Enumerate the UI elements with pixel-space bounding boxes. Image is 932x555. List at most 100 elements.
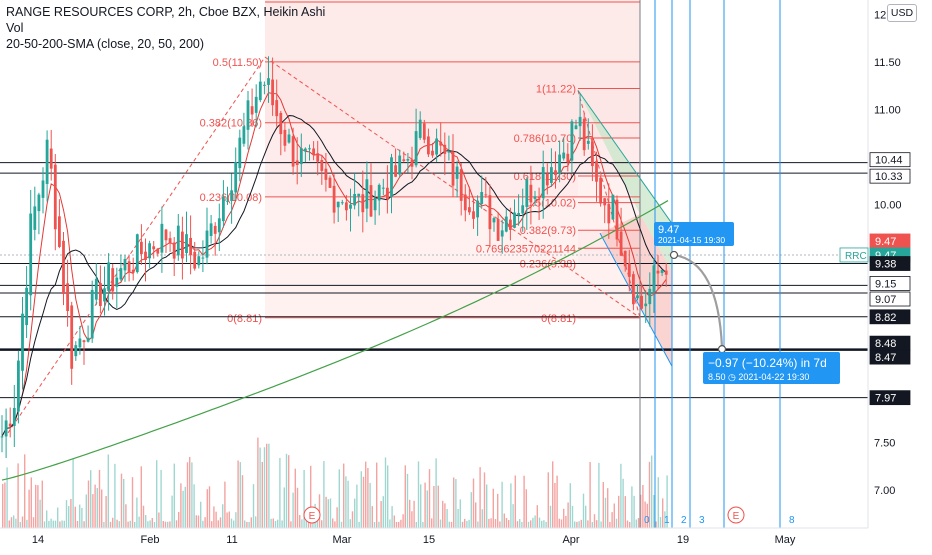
candle-body: [435, 138, 438, 155]
candle-body: [381, 187, 385, 189]
candle-body: [78, 338, 82, 348]
volume-bar: [450, 521, 453, 528]
volume-bar: [400, 519, 402, 528]
fib-right-label: 0.769623570221144: [476, 243, 576, 255]
candle-body: [443, 144, 447, 154]
volume-bar: [448, 521, 450, 528]
volume-bar: [272, 518, 274, 528]
volume-bar: [437, 485, 439, 528]
candle-body: [8, 423, 12, 427]
volume-bar: [567, 502, 569, 528]
currency-button[interactable]: USD: [887, 4, 917, 22]
candle-body: [123, 259, 127, 271]
forecast-change: −0.97 (−10.24%) in 7d: [708, 356, 827, 370]
x-tick-label: May: [775, 534, 796, 546]
earnings-marker[interactable]: [727, 506, 745, 524]
volume-bar: [116, 519, 118, 528]
volume-bar: [560, 519, 563, 528]
candle-body: [373, 197, 377, 211]
volume-bar: [171, 495, 173, 528]
volume-bar: [523, 475, 525, 528]
channel-bottom-line: [599, 232, 673, 367]
earnings-marker[interactable]: [303, 506, 321, 524]
volume-bar: [637, 518, 640, 528]
candle-body: [201, 257, 205, 259]
candle-body: [632, 274, 635, 305]
candle-body: [365, 179, 369, 209]
candle-body: [431, 150, 434, 156]
candle-body: [275, 100, 279, 117]
forecast-end-price: 8.50 ◷ 2021-04-22 19:30: [708, 372, 809, 382]
volume-bar: [475, 502, 477, 528]
volume-bar: [483, 472, 486, 528]
volume-bar: [380, 501, 382, 528]
volume-bar: [230, 518, 233, 528]
candle-body: [4, 420, 8, 437]
volume-bar: [582, 493, 585, 528]
volume-bar: [653, 494, 655, 528]
volume-bar: [120, 473, 123, 528]
sma-200-line: [1, 200, 669, 481]
volume-bar: [292, 492, 294, 528]
price-tag-label: 10.33: [875, 171, 903, 183]
candle-body: [591, 141, 594, 167]
candle-body: [283, 129, 287, 146]
candle-body: [324, 168, 328, 180]
volume-bar: [305, 515, 307, 528]
candle-body: [176, 225, 180, 256]
channel-upper-zone: [578, 90, 672, 272]
volume-bar: [184, 486, 186, 528]
volume-bar: [270, 518, 272, 528]
volume-bar: [541, 520, 543, 528]
volume-bar: [233, 520, 235, 528]
candle-body: [37, 194, 41, 212]
volume-bar: [659, 517, 662, 528]
volume-bar: [191, 462, 193, 528]
volume-bar: [565, 515, 567, 528]
candle-body: [504, 216, 508, 232]
candle-body: [94, 278, 98, 300]
symbol-tag-box: [839, 247, 869, 263]
volume-bar: [596, 520, 598, 528]
volume-bar: [453, 477, 455, 528]
volume-bar: [19, 521, 21, 528]
cycle-label: 8: [789, 515, 795, 526]
volume-bar: [589, 462, 591, 528]
volume-bar: [26, 519, 28, 528]
volume-bar: [657, 477, 659, 528]
channel-top-line: [577, 90, 673, 224]
volume-bar: [398, 521, 400, 528]
volume-bar: [224, 481, 226, 528]
volume-bar: [257, 437, 259, 528]
candle-body: [336, 201, 340, 208]
candle-body: [496, 218, 500, 241]
candle-body: [291, 136, 295, 167]
volume-bar: [140, 466, 142, 528]
candle-body: [615, 199, 619, 240]
candle-body: [488, 195, 492, 230]
volume-bar: [175, 520, 178, 528]
volume-bar: [281, 520, 283, 528]
volume-bar: [420, 484, 422, 528]
volume-bar: [598, 462, 600, 528]
price-tag-box: [869, 276, 911, 291]
volume-bar: [662, 498, 664, 528]
candle-body: [402, 159, 406, 161]
candle-body: [340, 202, 344, 204]
volume-bar: [138, 516, 140, 528]
candle-body: [562, 152, 566, 159]
volume-bar: [417, 461, 420, 528]
price-tag-box: [869, 256, 911, 271]
volume-bar: [635, 519, 637, 528]
volume-bar: [404, 465, 406, 528]
volume-bar: [237, 460, 239, 528]
volume-bar: [52, 520, 54, 528]
forecast-start-dot: [669, 250, 679, 260]
candle-body: [226, 200, 229, 202]
volume-bar: [604, 497, 607, 528]
candle-body: [33, 206, 37, 230]
candle-body: [90, 289, 94, 339]
volume-bar: [268, 443, 270, 528]
